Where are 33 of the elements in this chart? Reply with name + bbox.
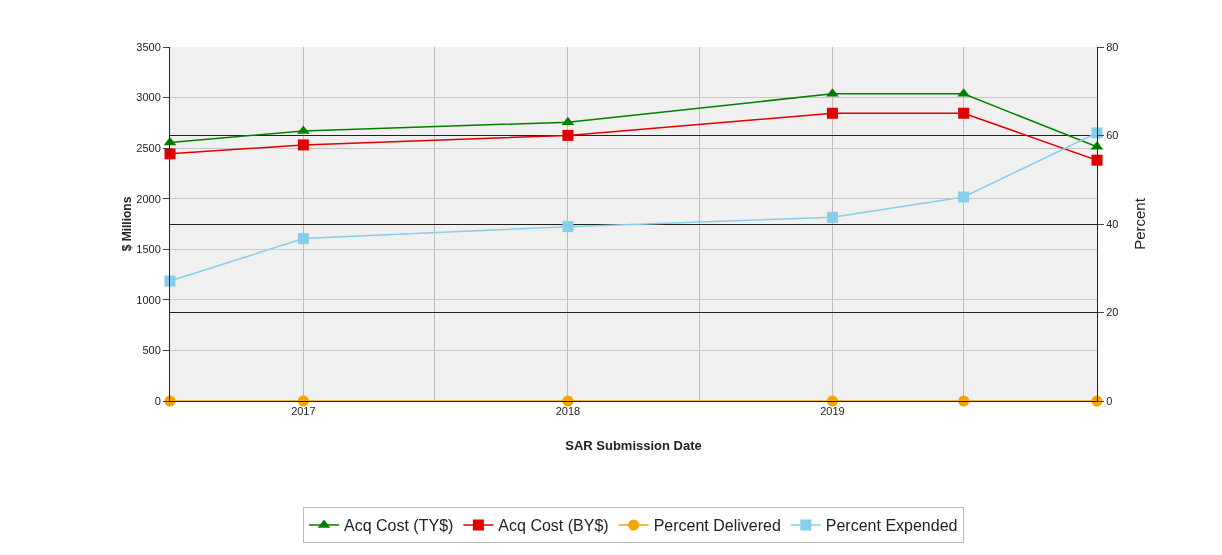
y-tick-label: 0: [154, 394, 161, 407]
legend-label: Percent Expended: [825, 517, 958, 535]
y-tick-label: 3500: [136, 40, 161, 53]
y-tick-label: 500: [142, 344, 161, 357]
x-tick-label: 2017: [291, 405, 316, 418]
y-tick-label: 2500: [136, 141, 161, 154]
point: [562, 129, 574, 141]
x-tick-label: 2019: [820, 405, 845, 418]
point: [164, 275, 176, 287]
point: [297, 233, 309, 245]
y2-axis-title: Percent: [1130, 197, 1148, 250]
x-axis-title: SAR Submission Date: [565, 438, 702, 453]
y2-tick-label: 80: [1106, 40, 1119, 53]
y-tick-label: 1000: [136, 293, 161, 306]
y-tick-label: 3000: [136, 91, 161, 104]
legend-label: Acq Cost (BY$): [498, 517, 609, 535]
y2-tick-label: 20: [1106, 306, 1119, 319]
y-tick-label: 1500: [136, 243, 161, 256]
x-tick-label: 2018: [555, 405, 581, 418]
legend-label: Percent Delivered: [653, 517, 781, 535]
point: [1091, 154, 1103, 166]
y2-tick-label: 40: [1106, 217, 1119, 230]
y-axis-title: $ Millions: [120, 196, 135, 252]
point: [826, 107, 838, 119]
point: [826, 211, 838, 223]
y2-tick-label: 0: [1106, 394, 1113, 407]
y-tick-label: 2000: [136, 192, 161, 205]
point: [958, 191, 970, 203]
legend-label: Acq Cost (TY$): [344, 517, 454, 535]
point: [958, 107, 970, 119]
y2-tick-label: 60: [1106, 129, 1119, 142]
point: [562, 221, 574, 233]
point: [297, 139, 309, 151]
